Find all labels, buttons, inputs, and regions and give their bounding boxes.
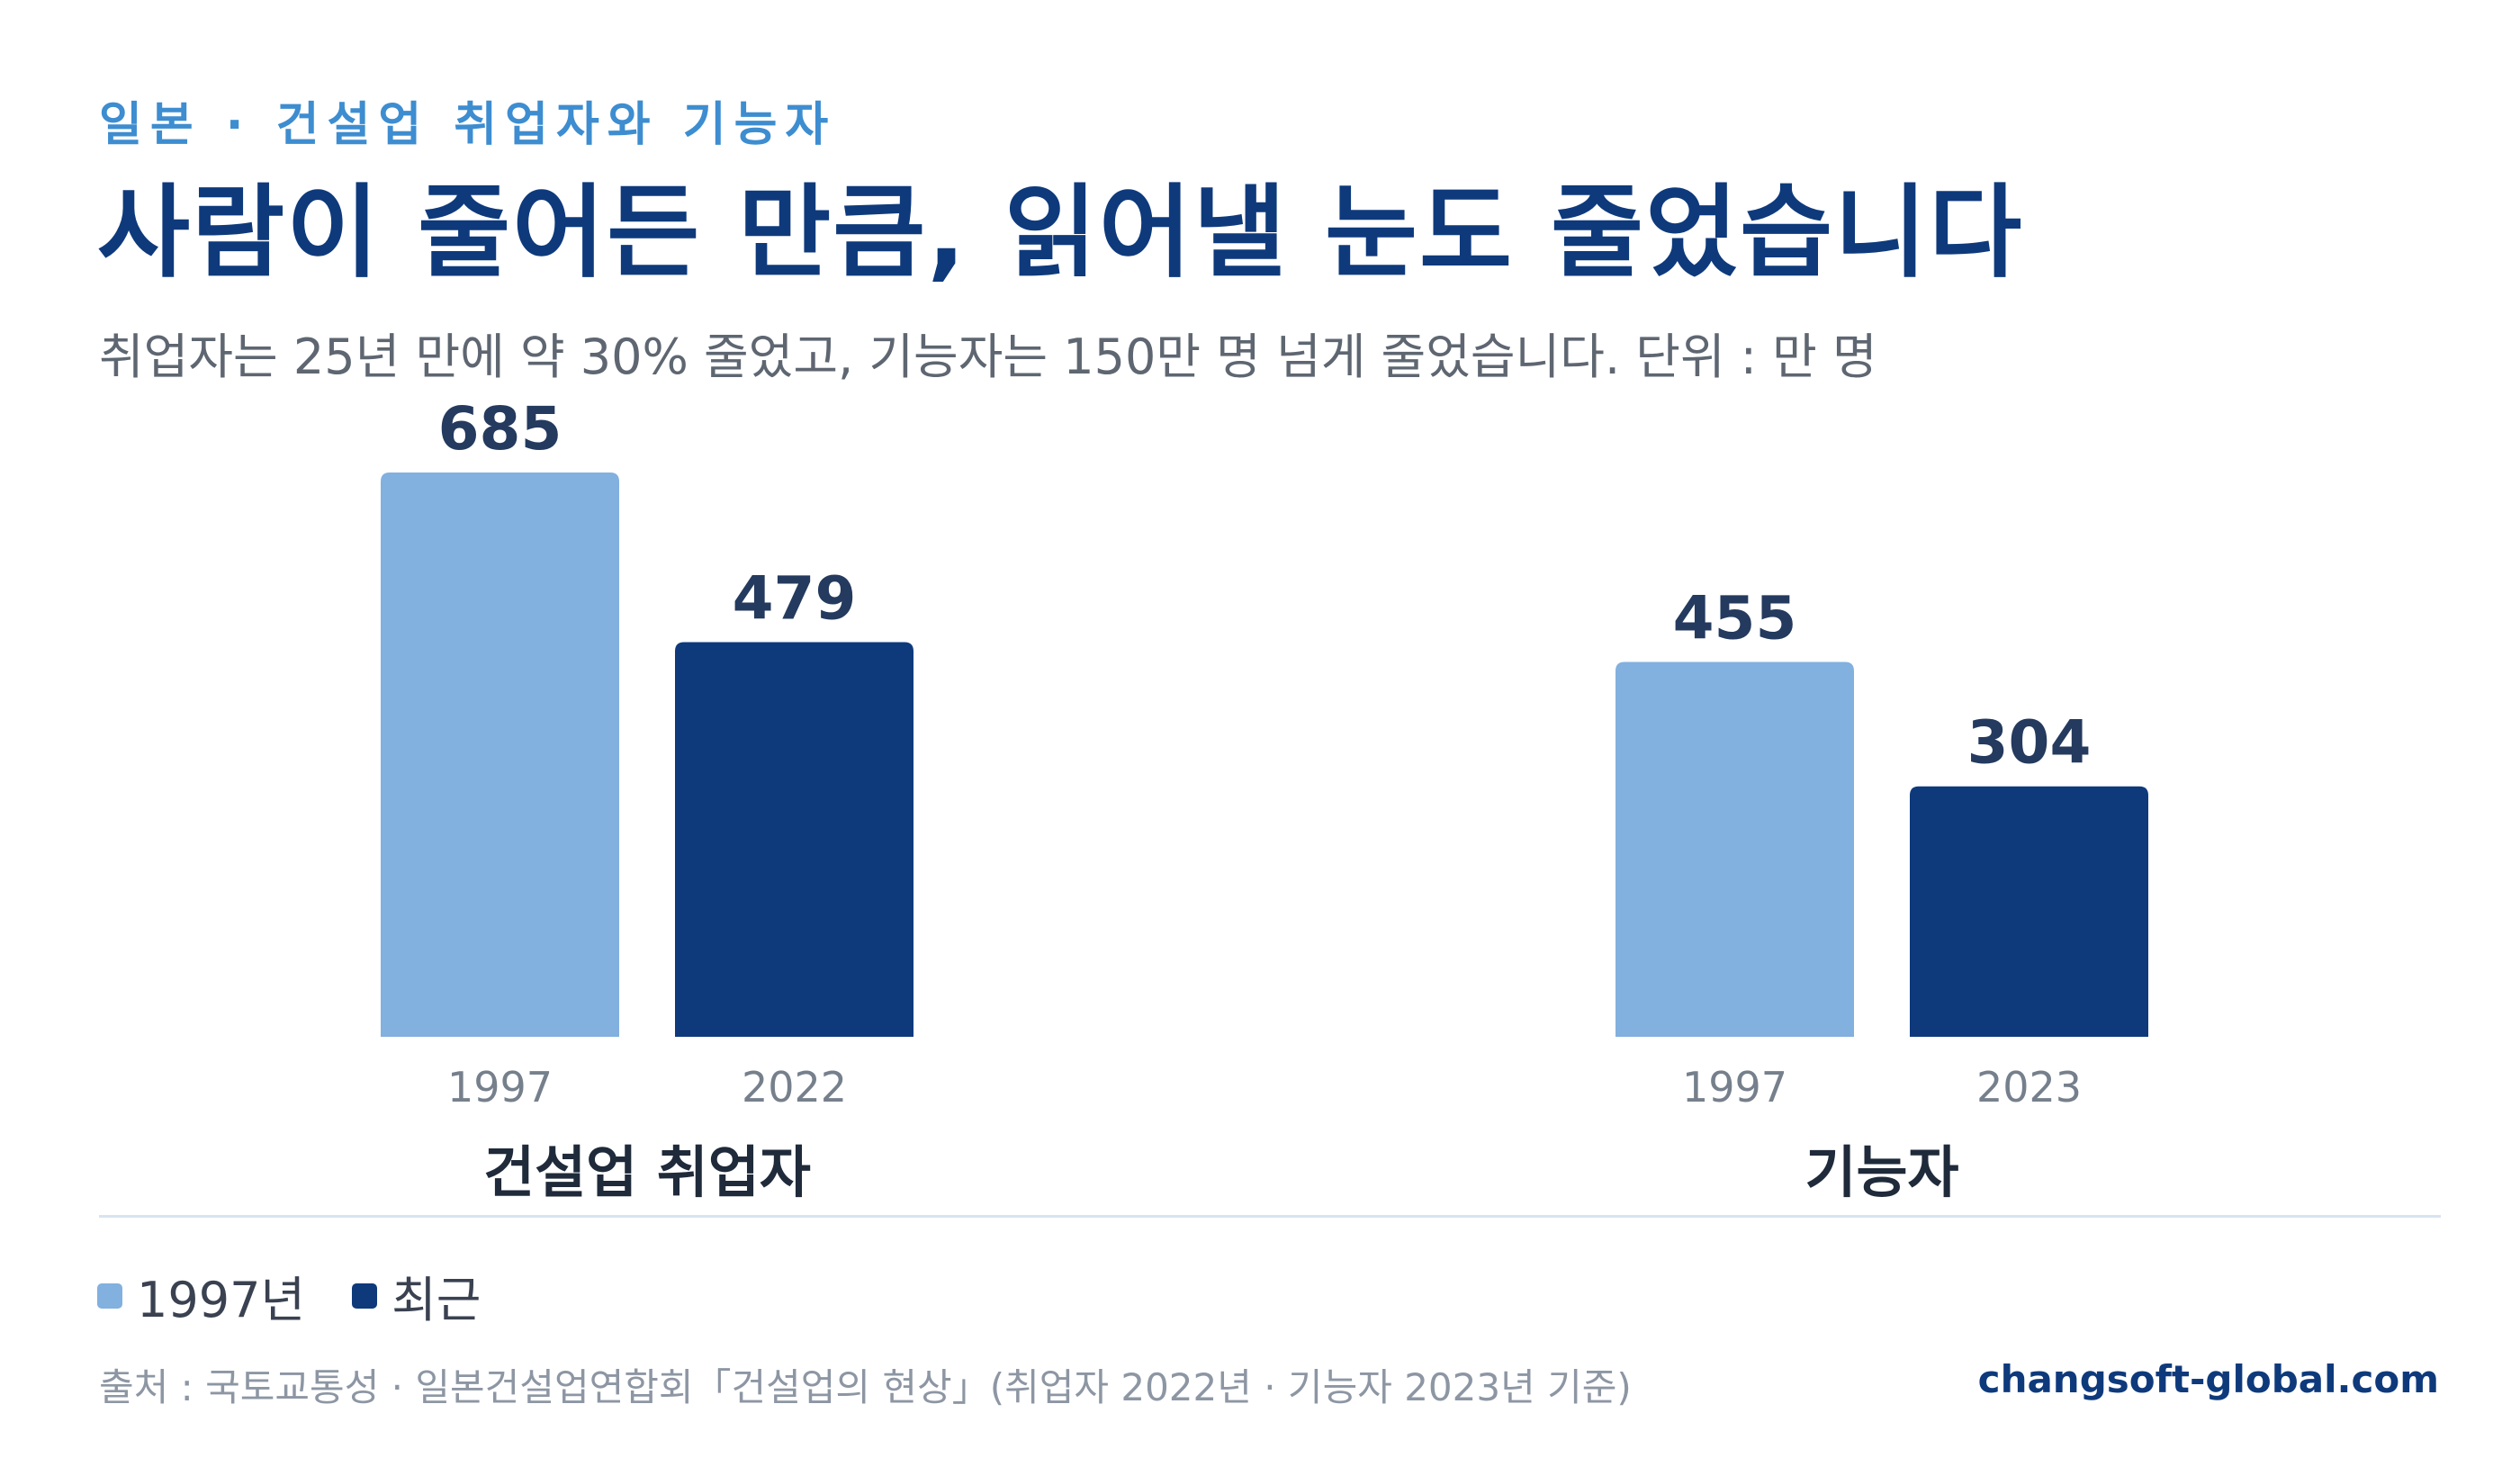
value-label-1-1: 304 (1967, 708, 2092, 778)
tick-label-1-1: 2023 (1976, 1063, 2082, 1112)
legend-item-1997: 1997년 (97, 1260, 305, 1331)
page-subtitle: 취업자는 25년 만에 약 30% 줄었고, 기능자는 150만 명 넘게 줄었… (99, 328, 1877, 385)
group-label-1: 기능자 (1804, 1139, 1958, 1205)
site-link[interactable]: changsoft-global.com (1977, 1357, 2439, 1401)
legend-label-recent: 최근 (392, 1272, 482, 1328)
bar-0-0 (381, 472, 619, 1037)
bar-1-0 (1616, 662, 1854, 1037)
tick-label-0-1: 2022 (742, 1063, 847, 1112)
bar-1-1 (1910, 786, 2148, 1037)
legend-swatch-1997 (97, 1282, 122, 1309)
value-label-1-0: 455 (1673, 584, 1797, 653)
chart-legend: 1997년 최근 (97, 1260, 527, 1331)
value-label-0-0: 685 (438, 394, 562, 464)
bar-0-1 (675, 642, 914, 1037)
bar-chart: 685 1997 479 2022 건설업 취업자 455 1997 304 2023 기능자 (381, 394, 2148, 1205)
source-note: 출처 : 국토교통성 · 일본건설업연합회「건설업의 현상」(취업자 2022년… (99, 1365, 1632, 1409)
eyebrow-label: 일본 · 건설업 취업자와 기능자 (99, 98, 837, 152)
group-label-0: 건설업 취업자 (483, 1139, 811, 1205)
tick-label-1-0: 1997 (1682, 1063, 1787, 1112)
value-label-0-1: 479 (733, 564, 857, 634)
legend-item-recent: 최근 (352, 1260, 481, 1331)
tick-label-0-0: 1997 (447, 1063, 553, 1112)
page-title: 사람이 줄어든 만큼, 읽어낼 눈도 줄었습니다 (97, 175, 2024, 292)
legend-swatch-recent (352, 1282, 378, 1309)
divider (99, 1215, 2441, 1218)
legend-label-1997: 1997년 (137, 1272, 306, 1328)
